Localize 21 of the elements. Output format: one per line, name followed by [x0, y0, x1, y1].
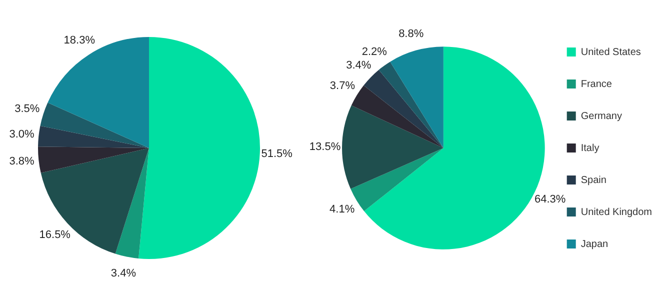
data-label: 3.7%	[330, 80, 356, 92]
data-label: 3.0%	[9, 128, 34, 140]
data-label: 3.4%	[346, 59, 372, 72]
data-label: 3.5%	[14, 102, 40, 115]
data-label: 8.8%	[398, 28, 424, 40]
legend-label: United States	[580, 46, 641, 58]
legend-label: France	[580, 78, 612, 90]
data-label: 16.5%	[39, 228, 71, 241]
legend-label: United Kingdom	[580, 206, 652, 218]
data-label: 3.4%	[110, 267, 136, 280]
data-label: 18.3%	[64, 34, 96, 47]
data-label: 2.2%	[362, 46, 388, 58]
legend-label: Italy	[580, 142, 600, 154]
data-label: 4.1%	[330, 203, 355, 216]
legend-label: Spain	[580, 174, 606, 186]
data-label: 3.8%	[9, 156, 34, 168]
data-label: 51.5%	[261, 148, 293, 160]
legend-label: Japan	[580, 238, 608, 250]
legend-label: Germany	[580, 110, 622, 122]
data-label: 13.5%	[309, 140, 341, 153]
data-label: 64.3%	[534, 193, 566, 206]
